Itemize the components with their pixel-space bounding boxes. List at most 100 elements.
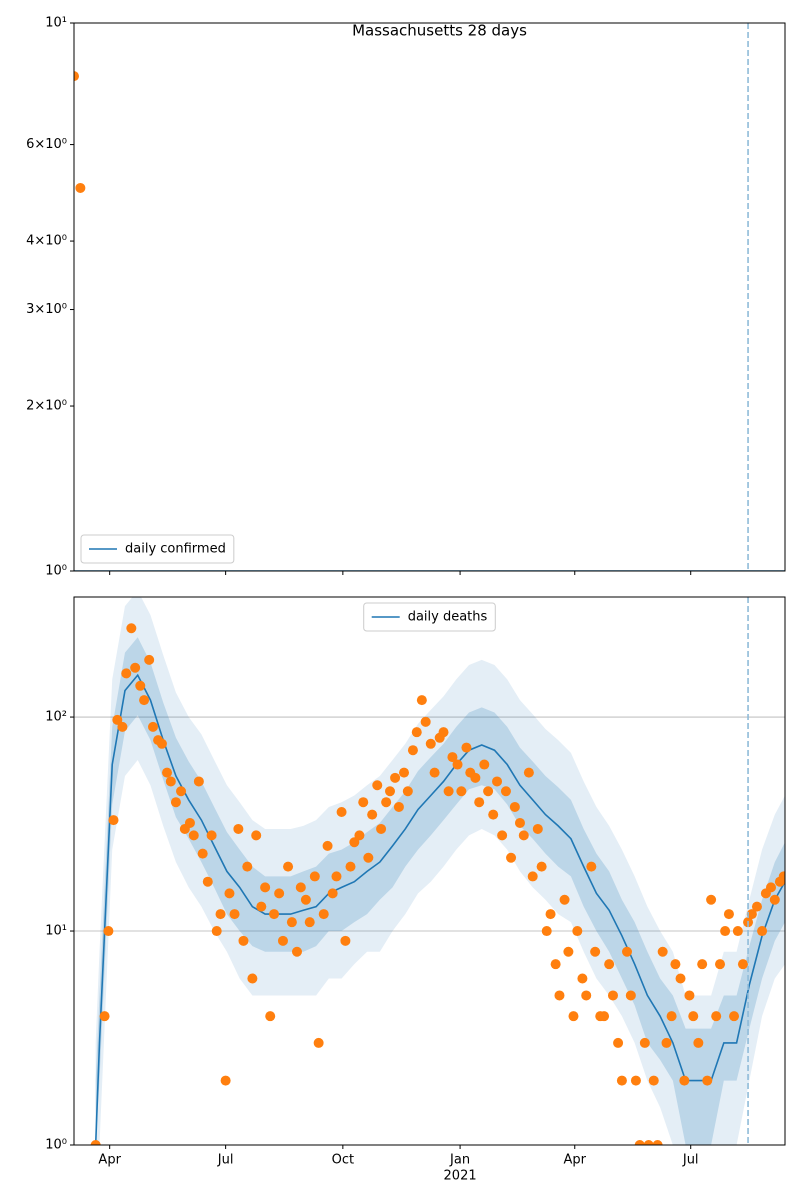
point [130,662,141,673]
point [732,926,743,937]
point [74,71,79,82]
point [693,1037,704,1048]
plot-area [74,597,785,1145]
point [224,888,235,899]
band [95,597,785,1145]
point [202,876,213,887]
point [381,797,392,808]
point [706,894,717,905]
point [684,990,695,1001]
point [385,786,395,797]
point [438,727,449,738]
point [416,695,427,706]
point [247,973,258,984]
point [523,767,534,778]
point [509,801,520,812]
point [286,917,297,928]
point [679,1075,690,1086]
x-tick-label: Jul [682,1153,699,1168]
point [643,1140,654,1145]
point [572,926,583,937]
point [532,823,543,834]
point [634,1140,645,1145]
y-tick-label: 10⁰ [45,564,67,579]
point [778,871,785,882]
legend: daily deaths [363,602,496,632]
point [590,946,601,957]
point [256,901,267,912]
point [99,1011,110,1022]
point [269,909,280,920]
point [193,776,204,787]
point [443,786,454,797]
point [170,797,181,808]
point [765,882,776,893]
legend-box [80,534,235,564]
point [233,823,244,834]
point [527,871,538,882]
point [648,1075,659,1086]
point [229,909,240,920]
point [581,990,592,1001]
point [479,759,490,770]
point [715,959,726,970]
point [251,830,262,841]
point [327,888,338,899]
chart-title: Massachusetts 28 days [352,22,527,40]
point [452,759,463,770]
point [322,840,333,851]
point [399,767,410,778]
point [757,926,768,937]
point [117,721,128,732]
point [363,852,374,863]
point [304,917,315,928]
point [354,830,365,841]
y-tick-label: 10¹ [45,16,67,31]
point [309,871,320,882]
point [367,809,378,820]
point [661,1037,672,1048]
point [390,772,401,783]
point [277,935,288,946]
point [372,780,383,791]
point [550,959,561,970]
point [349,837,360,848]
legend-box [363,602,496,632]
point [568,1011,579,1022]
point [474,797,485,808]
point [260,882,271,893]
point [188,830,199,841]
point [291,946,302,957]
legend-label: daily confirmed [125,542,226,557]
point [135,680,146,691]
point [238,935,249,946]
point [331,871,342,882]
point [121,668,132,679]
point [165,776,176,787]
point [162,767,173,778]
point [411,727,422,738]
point [737,959,748,970]
point [470,772,481,783]
point [274,888,285,899]
point [126,623,137,634]
y-tick-label: 6×10⁰ [26,137,67,152]
point [108,815,119,826]
point [720,926,731,937]
y-tick-label: 4×10⁰ [26,234,67,249]
point [613,1037,624,1048]
y-tick-label: 10² [45,710,67,725]
point [75,182,86,193]
y-tick-label: 3×10⁰ [26,302,67,317]
y-tick-label: 10¹ [45,924,67,939]
y-tick-label: 2×10⁰ [26,399,67,414]
point [144,654,155,665]
x-offset-label: 2021 [444,1169,477,1184]
point [402,786,413,797]
point [630,1075,641,1086]
point [393,801,404,812]
point [697,959,708,970]
x-tick-label: Jan [449,1153,470,1168]
point [563,946,574,957]
point [206,830,217,841]
